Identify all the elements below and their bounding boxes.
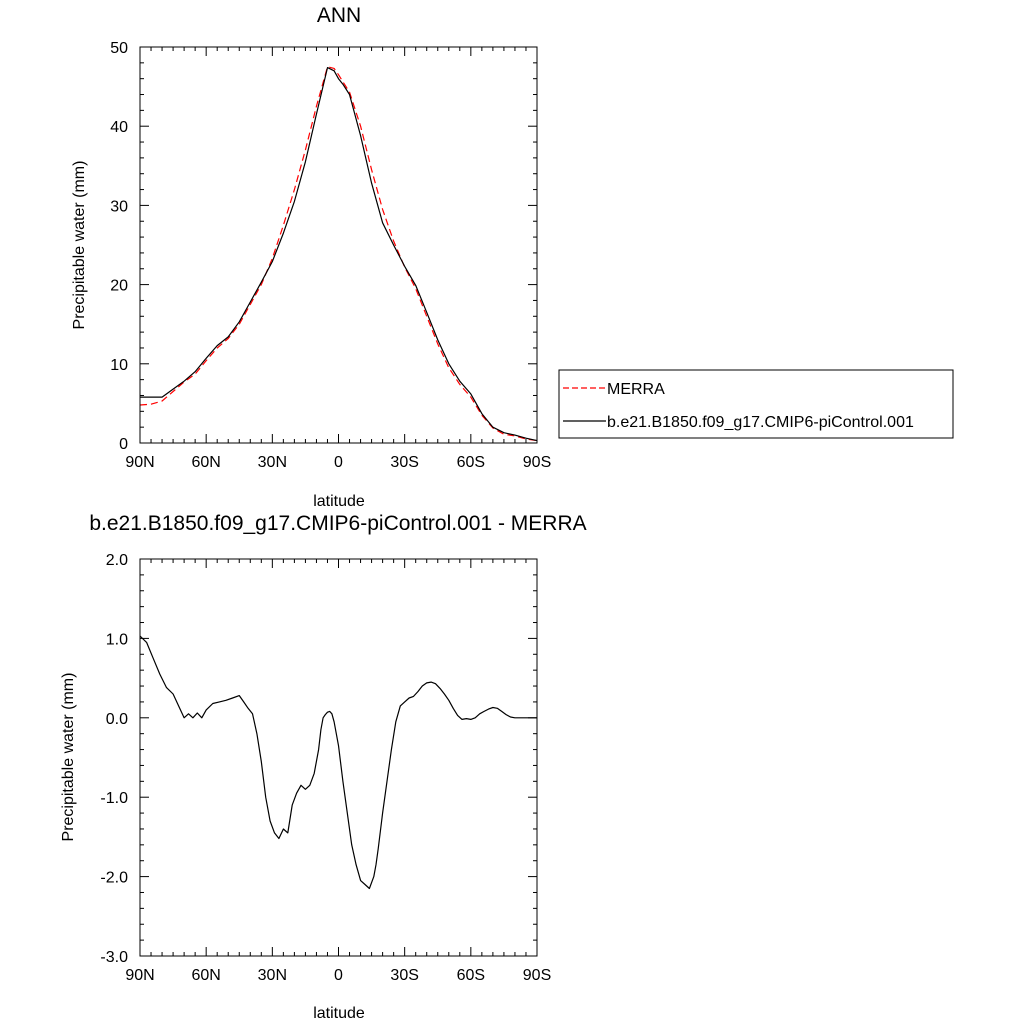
x-tick-label: 90S <box>523 967 551 984</box>
top-plot-frame <box>139 46 538 444</box>
x-tick-label: 60N <box>191 454 220 471</box>
series-line-b-e21-b1850-f09-g17-cmip6-picontrol-001 <box>140 67 538 442</box>
top-panel: ANN latitude Precipitable water (mm) 90N… <box>71 4 954 510</box>
y-tick-label: 20 <box>110 278 128 295</box>
y-tick-label: 50 <box>110 40 128 57</box>
top-chart-title: ANN <box>317 4 361 27</box>
bottom-chart-title: b.e21.B1850.f09_g17.CMIP6-piControl.001 … <box>89 512 586 535</box>
x-tick-label: 30N <box>258 454 287 471</box>
legend-box <box>558 369 954 439</box>
top-ticks: 90N 60N 30N 0 30S 60S 90S 0 10 20 30 40 50 <box>110 40 551 471</box>
x-tick-label: 30S <box>390 454 418 471</box>
x-tick-label: 30N <box>258 967 287 984</box>
bottom-ticks: 90N 60N 30N 0 30S 60S 90S -3.0 -2.0 -1.0 0.0 1.0 2.0 <box>100 552 551 984</box>
x-tick-label: 90S <box>523 454 551 471</box>
y-tick-label: 40 <box>110 119 128 136</box>
bottom-series <box>139 635 537 890</box>
y-tick-label: 2.0 <box>106 552 128 569</box>
y-tick-label: 0.0 <box>106 711 128 728</box>
top-x-axis-label: latitude <box>313 493 365 510</box>
difference-line <box>139 635 537 890</box>
top-y-axis-label: Precipitable water (mm) <box>71 161 88 330</box>
x-tick-label: 0 <box>334 967 343 984</box>
bottom-panel: b.e21.B1850.f09_g17.CMIP6-piControl.001 … <box>60 512 587 1022</box>
y-tick-label: 1.0 <box>106 631 128 648</box>
x-tick-label: 30S <box>390 967 418 984</box>
x-tick-label: 90N <box>125 967 154 984</box>
x-tick-label: 60S <box>457 454 485 471</box>
x-tick-label: 60S <box>457 967 485 984</box>
y-tick-label: -3.0 <box>100 949 128 966</box>
legend-label-model: b.e21.B1850.f09_g17.CMIP6-piControl.001 <box>607 414 914 431</box>
y-tick-label: 10 <box>110 357 128 374</box>
top-series <box>139 66 538 442</box>
y-tick-label: -1.0 <box>100 790 128 807</box>
bottom-x-axis-label: latitude <box>313 1005 365 1022</box>
bottom-y-axis-label: Precipitable water (mm) <box>60 673 77 842</box>
y-tick-label: 30 <box>110 198 128 215</box>
y-tick-label: 0 <box>119 436 128 453</box>
x-tick-label: 60N <box>191 967 220 984</box>
x-tick-label: 0 <box>334 454 343 471</box>
legend: MERRA b.e21.B1850.f09_g17.CMIP6-piContro… <box>558 369 954 439</box>
y-tick-label: -2.0 <box>100 870 128 887</box>
x-tick-label: 90N <box>125 454 154 471</box>
series-line-merra <box>139 66 538 442</box>
bottom-plot-frame <box>139 558 538 957</box>
legend-label-merra: MERRA <box>607 381 665 398</box>
